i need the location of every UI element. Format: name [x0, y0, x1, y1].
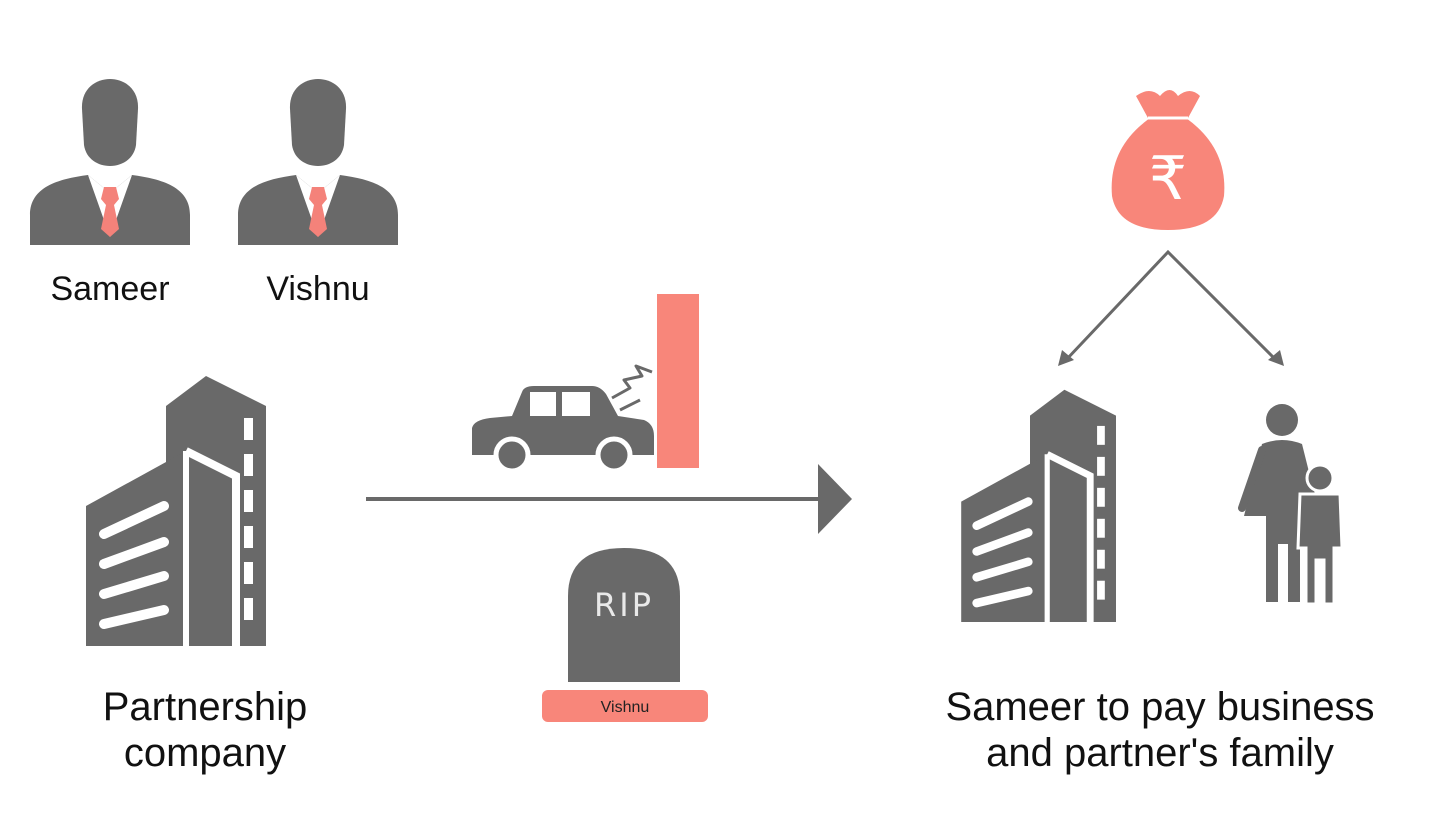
caption-right-line-1: Sameer to pay business	[945, 685, 1375, 729]
person-icon-sameer	[30, 79, 190, 245]
caption-partnership-company: Partnership company	[40, 684, 370, 776]
arrow-right-icon	[366, 464, 852, 534]
building-icon	[86, 376, 266, 646]
money-bag-icon	[1111, 90, 1225, 230]
caption-right-line-2: and partner's family	[986, 731, 1334, 775]
person-label-sameer: Sameer	[50, 270, 170, 308]
business-building-icon	[961, 390, 1116, 622]
person-icon-vishnu	[238, 79, 398, 245]
name-plate-text: Vishnu	[600, 699, 650, 716]
name-plate	[542, 690, 708, 722]
tombstone-icon	[542, 548, 708, 722]
caption-payment: Sameer to pay business and partner's fam…	[880, 684, 1440, 776]
car-crash-icon	[472, 364, 654, 474]
caption-left-line-1: Partnership	[102, 685, 308, 729]
wall-icon	[657, 294, 699, 468]
person-label-vishnu: Vishnu	[266, 270, 370, 308]
split-arrows	[1058, 249, 1284, 366]
caption-left-line-2: company	[123, 731, 287, 775]
mother-and-child-icon	[1238, 404, 1344, 606]
tombstone-text: RIP	[594, 586, 654, 624]
rupee-symbol: ₹	[1148, 144, 1188, 214]
